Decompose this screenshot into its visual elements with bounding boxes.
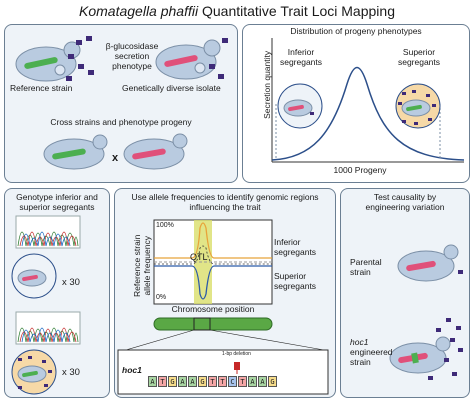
sequence-base: T xyxy=(238,376,247,387)
progeny-cell-red xyxy=(123,133,188,170)
sequence-base: T xyxy=(208,376,217,387)
diverse-isolate-cell xyxy=(155,39,221,80)
sequence-base: A xyxy=(178,376,187,387)
inferior-count: x 30 xyxy=(62,277,80,288)
chromosome xyxy=(153,317,273,331)
cross-strains-label: Cross strains and phenotype progeny xyxy=(50,117,192,127)
figure-title: Komatagella phaffii Quantitative Trait L… xyxy=(79,3,395,19)
panel1-illustrations xyxy=(15,36,228,170)
allele-heading: Use allele frequencies to identify genom… xyxy=(131,192,319,212)
parental-strain-cell xyxy=(397,244,463,282)
panel4-superior-label: Superior segregants xyxy=(274,271,317,291)
secreted-protein-icons xyxy=(66,36,94,81)
reference-strain-cell xyxy=(15,41,81,82)
gene-label: hoc1 xyxy=(122,365,142,375)
progeny-distribution-curve xyxy=(271,66,465,161)
superior-segregant-circle-small xyxy=(11,349,57,395)
chromosome-position-label: Chromosome position xyxy=(171,304,255,314)
sequence-base: G xyxy=(168,376,177,387)
qtl-label: QTL xyxy=(190,252,208,262)
sequence-base: A xyxy=(148,376,157,387)
sequence-base: G xyxy=(268,376,277,387)
superior-segregant-circle xyxy=(395,83,441,129)
panel3-illustrations xyxy=(11,215,81,395)
panel4-inferior-label: Inferior segregants xyxy=(274,237,317,257)
parental-strain-label: Parental strain xyxy=(350,257,382,277)
engineered-strain-label: hoc1 engineered strain xyxy=(350,337,393,367)
sequence-base: A xyxy=(258,376,267,387)
diverse-isolate-label: Genetically diverse isolate xyxy=(122,83,221,93)
y-axis-top: 100% xyxy=(156,222,174,229)
distribution-xlabel: 1000 Progeny xyxy=(333,165,387,175)
sequence-base: A xyxy=(248,376,257,387)
allele-ylabel: Reference strain allele frequency xyxy=(132,234,152,297)
inferior-allele-line xyxy=(154,222,272,259)
sequence-base: A xyxy=(188,376,197,387)
progeny-cell-green xyxy=(43,134,108,170)
sequence-base: G xyxy=(198,376,207,387)
panel5-illustrations xyxy=(389,244,463,380)
y-axis-bottom: 0% xyxy=(156,294,167,301)
inferior-segregants-label: Inferior segregants xyxy=(279,47,323,67)
distribution-curve-plot xyxy=(271,38,465,163)
reference-strain-label: Reference strain xyxy=(10,83,73,93)
secretion-phenotype-label: β-glucosidase secretion phenotype xyxy=(105,41,159,71)
superior-allele-line xyxy=(154,265,272,300)
inferior-segregant-circle-small xyxy=(11,253,57,299)
inferior-segregant-circle xyxy=(277,83,323,129)
sequence-base: T xyxy=(158,376,167,387)
allele-frequency-plot xyxy=(117,219,329,395)
sequence-base: T xyxy=(218,376,227,387)
chromatogram-bottom xyxy=(15,311,81,345)
genotype-heading: Genotype inferior and superior segregant… xyxy=(16,192,98,212)
causality-heading: Test causality by engineering variation xyxy=(365,192,445,212)
engineered-strain-cell xyxy=(389,336,451,374)
superior-segregants-label: Superior segregants xyxy=(397,47,441,67)
sequence-base: C xyxy=(228,376,237,387)
cross-symbol: x xyxy=(112,152,119,164)
panel-test-causality xyxy=(340,188,470,398)
chromatogram-top xyxy=(15,215,81,249)
deletion-label: 1-bp deletion xyxy=(222,351,251,357)
distribution-heading: Distribution of progeny phenotypes xyxy=(290,26,422,36)
superior-count: x 30 xyxy=(62,367,80,378)
distribution-ylabel: Secretion quantity xyxy=(262,50,273,119)
